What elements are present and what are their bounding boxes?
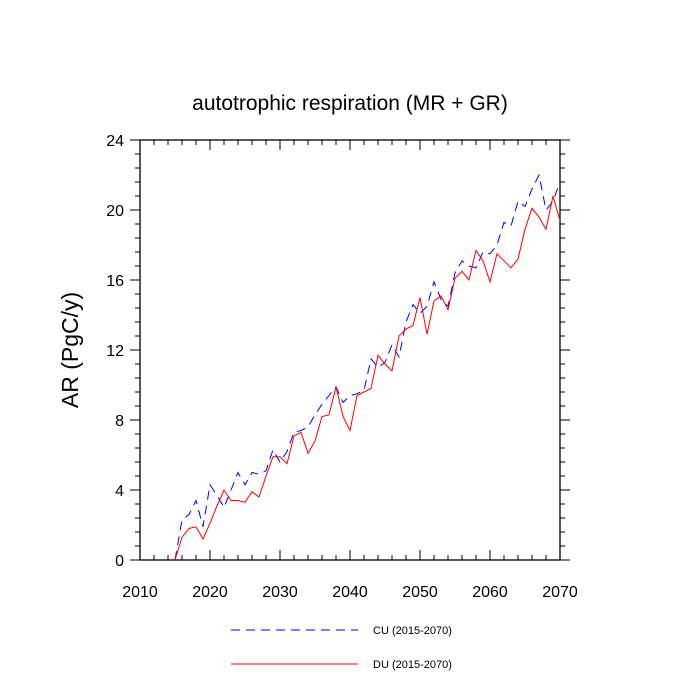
x-tick-label: 2060 — [472, 584, 508, 601]
x-tick-label: 2040 — [332, 584, 368, 601]
legend-label-du: DU (2015-2070) — [373, 659, 452, 671]
x-tick-label: 2030 — [262, 584, 298, 601]
plot-area: 2010 2020 2030 2040 2050 2060 2070 0 4 8 12 16 20 24 — [106, 133, 578, 601]
legend: CU (2015-2070) DU (2015-2070) — [231, 625, 452, 671]
x-tick-label: 2010 — [122, 584, 158, 601]
y-tick-label: 20 — [106, 203, 124, 220]
y-tick-label: 12 — [106, 343, 124, 360]
legend-label-cu: CU (2015-2070) — [373, 625, 452, 637]
plot-frame — [139, 139, 561, 561]
chart-title: autotrophic respiration (MR + GR) — [192, 92, 508, 115]
y-tick-label: 0 — [115, 553, 124, 570]
x-tick-label: 2070 — [542, 584, 578, 601]
y-tick-label: 16 — [106, 273, 124, 290]
series-line-du — [174, 195, 561, 561]
y-tick-label: 8 — [115, 413, 124, 430]
series-line-cu — [174, 173, 561, 561]
y-axis-label: AR (PgC/y) — [57, 292, 83, 408]
y-tick-label: 24 — [106, 133, 124, 150]
y-tick-label: 4 — [115, 483, 124, 500]
x-tick-label: 2050 — [402, 584, 438, 601]
x-tick-label: 2020 — [192, 584, 228, 601]
